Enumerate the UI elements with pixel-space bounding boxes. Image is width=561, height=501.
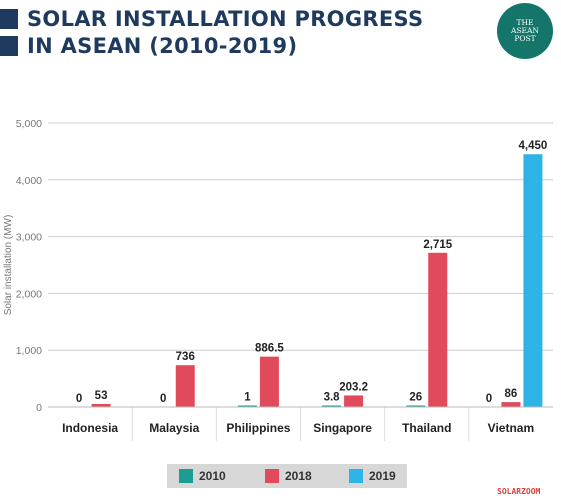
logo-text-line-2: ASEAN: [510, 26, 539, 35]
y-tick-label: 1,000: [16, 345, 42, 357]
y-tick-label: 2,000: [16, 288, 42, 300]
legend-swatch-2019: [349, 469, 363, 483]
page-title-line-1: SOLAR INSTALLATION PROGRESS: [27, 7, 424, 31]
data-label: 86: [505, 388, 518, 400]
y-axis-label: Solar installation (MW): [3, 215, 14, 316]
bar-malaysia-2018: [175, 365, 195, 407]
category-label: Philippines: [226, 421, 290, 435]
y-tick-label: 0: [36, 402, 42, 414]
page-title-line-2: IN ASEAN (2010-2019): [27, 34, 298, 58]
legend-label-2019: 2019: [369, 469, 396, 483]
title-accent-bar: [0, 36, 18, 56]
bar-thailand-2018: [428, 252, 448, 407]
data-label: 1: [244, 392, 251, 404]
title-accent-bar: [0, 9, 18, 29]
bar-indonesia-2018: [91, 403, 111, 407]
data-label: 4,450: [519, 140, 548, 152]
legend-item-2010: 2010: [179, 469, 226, 483]
data-label: 886.5: [255, 343, 284, 355]
data-label: 0: [160, 393, 166, 405]
data-label: 203.2: [339, 381, 368, 393]
data-label: 0: [486, 393, 492, 405]
category-label: Singapore: [313, 421, 372, 435]
data-label: 26: [409, 392, 422, 404]
data-label: 2,715: [423, 239, 452, 251]
y-tick-label: 4,000: [16, 175, 42, 187]
legend-item-2018: 2018: [265, 469, 312, 483]
bar-singapore-2018: [344, 395, 364, 407]
bar-vietnam-2019: [523, 154, 543, 407]
category-label: Malaysia: [149, 421, 199, 435]
data-label: 3.8: [324, 392, 341, 404]
legend-swatch-2010: [179, 469, 193, 483]
legend-label-2010: 2010: [199, 469, 226, 483]
bar-philippines-2010: [237, 405, 257, 407]
logo: THE ASEAN POST: [497, 3, 553, 59]
logo-text-line-1: THE: [516, 18, 534, 27]
category-label: Thailand: [402, 421, 451, 435]
legend-label-2018: 2018: [285, 469, 312, 483]
category-label: Vietnam: [488, 421, 534, 435]
bar-singapore-2010: [322, 405, 342, 407]
legend-swatch-2018: [265, 469, 279, 483]
category-label: Indonesia: [62, 421, 118, 435]
bar-thailand-2010: [406, 405, 426, 407]
y-tick-label: 3,000: [16, 232, 42, 244]
source-label: SOLARZOOM: [497, 487, 541, 496]
bar-philippines-2018: [259, 356, 279, 407]
legend: 2010 2018 2019: [167, 464, 407, 488]
logo-text-line-3: POST: [514, 34, 536, 43]
bar-vietnam-2018: [501, 402, 521, 407]
legend-item-2019: 2019: [349, 469, 396, 483]
bar-chart: 0 1,000 2,000 3,000 4,000 5,000 Solar installa…: [3, 118, 553, 441]
data-label: 0: [76, 393, 82, 405]
data-label: 53: [95, 390, 108, 402]
data-label: 736: [176, 351, 195, 363]
y-tick-label: 5,000: [16, 118, 42, 130]
